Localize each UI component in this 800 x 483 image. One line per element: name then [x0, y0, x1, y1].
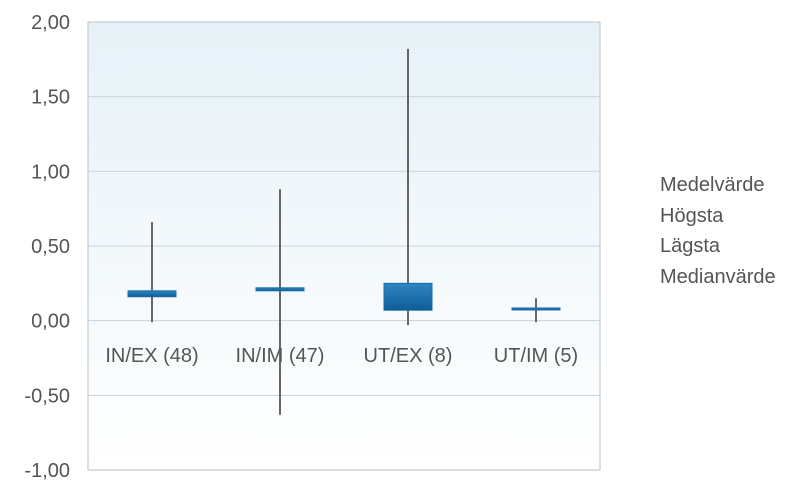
- box: [511, 307, 561, 311]
- box: [127, 290, 177, 298]
- x-category-label: IN/IM (47): [236, 345, 325, 367]
- legend-item-low: Lägsta: [660, 235, 721, 257]
- box: [255, 287, 305, 292]
- y-tick-label: 0,00: [31, 311, 70, 333]
- y-tick-label: -1,00: [24, 460, 70, 482]
- y-axis: 2,00 1,50 1,00 0,50 0,00 -0,50 -1,00: [24, 12, 70, 482]
- y-tick-label: 0,50: [31, 236, 70, 258]
- legend: Medelvärde Högsta Lägsta Medianvärde: [660, 170, 776, 292]
- legend-item-mean: Medelvärde: [660, 174, 765, 196]
- x-category-label: UT/IM (5): [494, 345, 578, 367]
- box: [383, 282, 433, 311]
- grid: [88, 96, 600, 396]
- boxes: [127, 282, 561, 311]
- x-axis: IN/EX (48) IN/IM (47) UT/EX (8) UT/IM (5): [105, 345, 578, 367]
- x-category-label: IN/EX (48): [105, 345, 198, 367]
- x-category-label: UT/EX (8): [364, 345, 453, 367]
- y-tick-label: 2,00: [31, 12, 70, 34]
- legend-item-median: Medianvärde: [660, 265, 776, 288]
- legend-item-high: Högsta: [660, 204, 724, 227]
- y-tick-label: 1,00: [31, 161, 70, 183]
- y-tick-label: 1,50: [31, 87, 70, 109]
- y-tick-label: -0,50: [24, 385, 70, 407]
